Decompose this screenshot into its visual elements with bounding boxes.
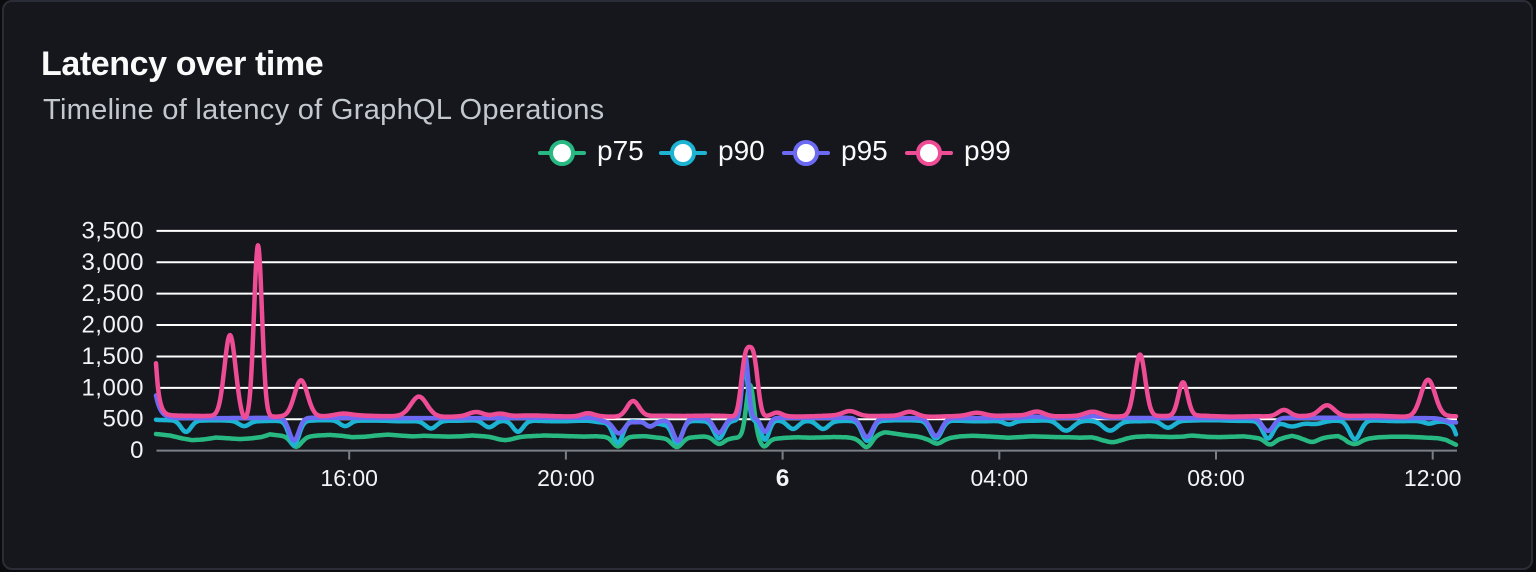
svg-text:1,500: 1,500 xyxy=(81,343,144,370)
svg-text:500: 500 xyxy=(102,406,144,433)
svg-text:04:00: 04:00 xyxy=(971,465,1029,491)
svg-text:0: 0 xyxy=(130,437,144,464)
svg-text:20:00: 20:00 xyxy=(537,465,595,491)
svg-text:1,000: 1,000 xyxy=(81,374,144,401)
svg-text:16:00: 16:00 xyxy=(320,465,378,491)
svg-text:6: 6 xyxy=(776,465,790,492)
svg-text:2,000: 2,000 xyxy=(81,312,144,339)
svg-text:2,500: 2,500 xyxy=(81,280,144,307)
svg-text:3,000: 3,000 xyxy=(81,249,144,276)
svg-text:08:00: 08:00 xyxy=(1187,465,1245,491)
svg-text:3,500: 3,500 xyxy=(81,217,144,244)
svg-text:12:00: 12:00 xyxy=(1404,465,1462,491)
